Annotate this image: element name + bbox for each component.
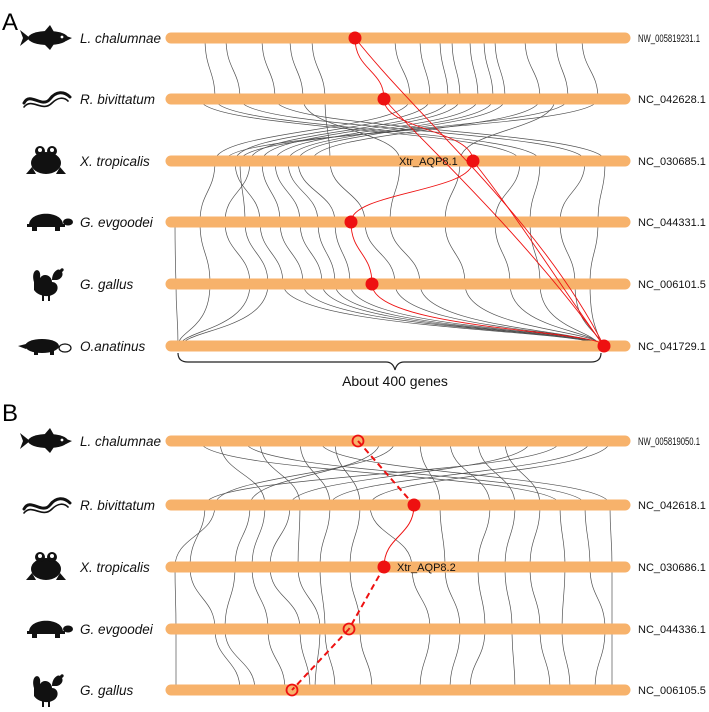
panel-b-ortholog-links: [291, 440, 415, 691]
turtle-icon: [27, 213, 73, 231]
panel-a-chromosome-bars: [165, 32, 631, 352]
chromosome-id: NC_041729.1: [638, 341, 706, 353]
gene-marker: [407, 498, 421, 512]
coelacanth-icon: [20, 428, 72, 453]
chromosome-id: NW_005819050.1: [638, 436, 700, 448]
platypus-icon: [18, 339, 72, 355]
species-label: X. tropicalis: [79, 560, 150, 575]
species-label: X. tropicalis: [79, 154, 150, 169]
panel-b-silhouettes: [20, 428, 73, 707]
gene-marker: [377, 560, 391, 574]
caecilian-icon: [22, 497, 72, 514]
species-label: L. chalumnae: [80, 434, 161, 449]
panel-a-ortholog-links: [350, 37, 605, 347]
frog-icon: [26, 146, 66, 174]
chromosome-id: NC_044331.1: [638, 217, 706, 229]
panel-b-gene-markers: [285, 434, 421, 697]
chromosome-id: NW_005819231.1: [638, 33, 700, 45]
gene-marker: [365, 277, 379, 291]
region-brace: [177, 352, 602, 371]
panel-b-synteny-lines: [174, 440, 613, 691]
panel-a-species-labels: L. chalumnae R. bivittatum X. tropicalis…: [79, 31, 161, 354]
species-label: G. gallus: [80, 683, 134, 698]
gene-marker: [348, 31, 362, 45]
species-label: R. bivittatum: [80, 92, 155, 107]
caecilian-icon: [22, 91, 72, 108]
panel-a-synteny-lines: [174, 37, 606, 347]
coelacanth-icon: [20, 25, 72, 50]
panel-a-gene-label: Xtr_AQP8.1: [399, 156, 458, 168]
chromosome-id: NC_044336.1: [638, 624, 706, 636]
turtle-icon: [27, 620, 73, 638]
panel-b-gene-label: Xtr_AQP8.2: [397, 562, 456, 574]
gene-marker-absent: [285, 683, 299, 697]
panel-b-chromosome-ids: NW_005819050.1 NC_042618.1 NC_030686.1 N…: [638, 436, 706, 697]
gene-marker: [597, 339, 611, 353]
chromosome-id: NC_006105.5: [638, 685, 706, 697]
region-label: About 400 genes: [342, 373, 448, 389]
gene-marker: [377, 92, 391, 106]
panel-b-chromosome-bars: [165, 435, 631, 696]
gene-marker-absent: [351, 434, 365, 448]
panel-a-letter: A: [2, 9, 18, 36]
chromosome-id: NC_006101.5: [638, 279, 706, 291]
frog-icon: [26, 552, 66, 580]
species-label: O.anatinus: [80, 339, 146, 354]
gene-marker: [344, 215, 358, 229]
species-label: G. gallus: [80, 277, 134, 292]
panel-a-chromosome-ids: NW_005819231.1 NC_042628.1 NC_030685.1 N…: [638, 33, 706, 353]
chromosome-id: NC_042618.1: [638, 500, 706, 512]
panel-b-letter: B: [2, 400, 18, 427]
panel-a-gene-markers: [344, 31, 611, 353]
panel-a-silhouettes: [18, 25, 73, 355]
chicken-icon: [33, 268, 64, 301]
chicken-icon: [33, 674, 64, 707]
gene-marker-absent: [342, 622, 356, 636]
species-label: R. bivittatum: [80, 498, 155, 513]
species-label: L. chalumnae: [80, 31, 161, 46]
panel-b-species-labels: L. chalumnae R. bivittatum X. tropicalis…: [79, 434, 161, 698]
chromosome-id: NC_030685.1: [638, 156, 706, 168]
species-label: G. evgoodei: [80, 622, 154, 637]
species-label: G. evgoodei: [80, 215, 154, 230]
chromosome-id: NC_042628.1: [638, 94, 706, 106]
chromosome-id: NC_030686.1: [638, 562, 706, 574]
gene-marker: [466, 154, 480, 168]
